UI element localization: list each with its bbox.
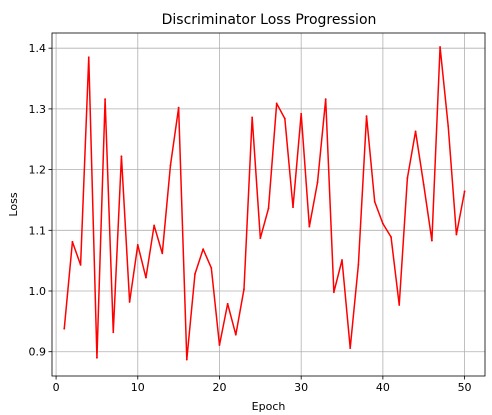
y-tick-label: 1.3 <box>29 103 47 116</box>
loss-series-line <box>63 46 466 361</box>
loss-data-point <box>308 225 311 228</box>
grid <box>52 33 485 376</box>
loss-data-point <box>324 98 327 101</box>
loss-data-point <box>357 264 360 266</box>
loss-data-point <box>234 333 237 336</box>
y-tick-label: 1.1 <box>29 224 47 237</box>
loss-data-point <box>283 117 286 120</box>
loss-data-point <box>373 200 376 203</box>
x-axis-label: Epoch <box>252 400 286 413</box>
chart-title: Discriminator Loss Progression <box>162 12 377 28</box>
loss-data-point <box>210 267 213 269</box>
loss-data-point <box>63 327 66 330</box>
loss-data-point <box>439 46 441 48</box>
loss-data-point <box>218 344 221 346</box>
x-tick-label: 20 <box>212 381 226 394</box>
loss-data-point <box>136 243 139 246</box>
y-tick-label: 1.0 <box>29 285 47 298</box>
loss-data-point <box>390 236 392 238</box>
loss-data-point <box>87 56 90 59</box>
loss-data-point <box>145 276 147 279</box>
loss-data-point <box>430 239 433 242</box>
x-tick-label: 50 <box>458 381 472 394</box>
loss-data-point <box>259 237 262 240</box>
loss-data-point <box>177 106 180 109</box>
loss-data-point <box>120 155 123 158</box>
y-tick-label: 1.2 <box>29 164 47 177</box>
loss-data-point <box>332 291 335 294</box>
loss-data-point <box>398 304 401 306</box>
loss-data-point <box>251 116 254 119</box>
loss-data-point <box>96 356 98 359</box>
loss-data-point <box>300 112 303 115</box>
loss-data-point <box>414 130 417 133</box>
loss-data-point <box>153 224 156 227</box>
x-tick-label: 0 <box>53 381 60 394</box>
loss-data-point <box>128 301 131 303</box>
loss-data-point <box>316 181 319 184</box>
loss-data-point <box>79 264 82 266</box>
series-layer <box>63 46 466 361</box>
loss-data-point <box>341 259 343 261</box>
loss-data-point <box>447 125 450 128</box>
loss-data-point <box>243 288 245 291</box>
loss-data-point <box>267 207 270 210</box>
plot-frame <box>51 32 486 377</box>
loss-data-point <box>112 331 115 334</box>
ticks: 0 10 20 30 40 50 0.9 1.0 1.1 1.2 1.3 1.4 <box>29 42 472 394</box>
loss-data-point <box>406 177 409 179</box>
y-tick-label: 0.9 <box>29 346 47 359</box>
loss-data-point <box>275 102 278 105</box>
loss-data-point <box>194 273 196 275</box>
loss-data-point <box>71 240 74 243</box>
x-tick-label: 10 <box>131 381 145 394</box>
y-tick-label: 1.4 <box>29 42 47 55</box>
loss-data-point <box>161 252 164 255</box>
loss-data-point <box>202 248 205 251</box>
y-axis-label: Loss <box>7 192 20 216</box>
loss-data-point <box>349 347 352 349</box>
loss-data-point <box>185 358 188 361</box>
loss-data-point <box>226 302 229 305</box>
x-tick-label: 30 <box>294 381 308 394</box>
loss-data-point <box>381 222 384 225</box>
loss-data-point <box>365 115 368 118</box>
loss-data-point <box>292 206 294 209</box>
loss-data-point <box>455 233 458 236</box>
x-tick-label: 40 <box>376 381 390 394</box>
loss-data-point <box>169 164 172 167</box>
loss-data-point <box>104 98 107 101</box>
loss-data-point <box>463 190 466 193</box>
loss-data-point <box>422 183 425 186</box>
